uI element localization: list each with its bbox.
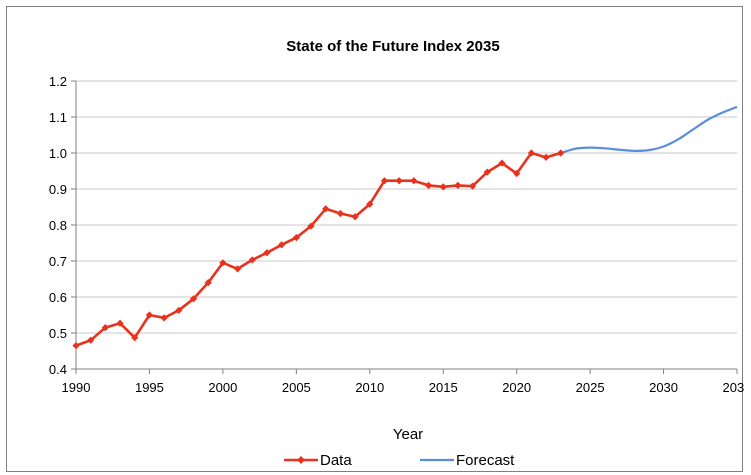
data-point xyxy=(72,342,80,350)
data-point xyxy=(101,324,109,332)
data-point xyxy=(336,209,344,218)
x-tick-label: 2020 xyxy=(502,380,531,395)
data-point xyxy=(248,256,256,264)
data-point xyxy=(292,234,300,242)
y-tick-label: 1.0 xyxy=(49,146,67,161)
y-tick-label: 0.5 xyxy=(49,326,67,341)
x-tick-label: 1990 xyxy=(62,380,91,395)
chart-svg: State of the Future Index 2035 0.4 0.5 0.6… xyxy=(49,38,744,469)
forecast-series-line xyxy=(560,105,738,155)
data-point xyxy=(307,222,315,230)
data-point xyxy=(527,149,535,157)
y-tick-label: 0.4 xyxy=(49,362,67,377)
y-tick-label: 0.7 xyxy=(49,254,67,269)
y-tick-label: 0.8 xyxy=(49,218,67,233)
x-tick-label: 2030 xyxy=(649,380,678,395)
legend: Data Forecast xyxy=(284,452,515,469)
legend-data-label: Data xyxy=(320,452,352,469)
data-point xyxy=(189,295,198,303)
x-tick-label: 2025 xyxy=(576,380,605,395)
y-tick-label: 0.9 xyxy=(49,182,67,197)
x-tick-label: 2015 xyxy=(429,380,458,395)
data-point xyxy=(395,177,403,185)
y-tick-label: 0.6 xyxy=(49,290,67,305)
x-tick-label: 2000 xyxy=(208,380,237,395)
data-point xyxy=(439,183,447,191)
data-point xyxy=(351,213,359,221)
data-point xyxy=(469,182,477,190)
data-point xyxy=(513,169,521,178)
data-point xyxy=(175,306,183,314)
data-point xyxy=(557,149,565,157)
data-point xyxy=(87,336,95,344)
data-point xyxy=(233,265,242,273)
data-point xyxy=(410,177,418,185)
x-axis-title: Year xyxy=(393,426,423,443)
chart-frame: State of the Future Index 2035 0.4 0.5 0.6… xyxy=(6,6,744,472)
data-point xyxy=(116,319,124,327)
axis-layer: 0.4 0.5 0.6 0.7 0.8 0.9 1.0 1.1 1.2 1990 1995 2000 2… xyxy=(49,74,744,395)
data-point xyxy=(366,200,374,208)
data-series-line xyxy=(75,151,562,347)
chart-title: State of the Future Index 2035 xyxy=(286,38,499,55)
data-point xyxy=(160,314,168,322)
data-point xyxy=(380,177,389,185)
y-tick-label: 1.2 xyxy=(49,74,67,89)
x-tick-label: 2035 xyxy=(723,380,744,395)
data-point xyxy=(454,181,462,189)
data-point xyxy=(278,241,286,249)
series-layer xyxy=(72,105,738,350)
data-point xyxy=(542,153,550,161)
data-point xyxy=(322,205,330,213)
data-point xyxy=(145,311,154,319)
x-tick-label: 1995 xyxy=(135,380,164,395)
data-point xyxy=(131,334,139,342)
grid-layer xyxy=(76,80,737,370)
data-point xyxy=(424,181,433,189)
legend-forecast-label: Forecast xyxy=(456,452,515,469)
y-tick-label: 1.1 xyxy=(49,110,67,125)
x-tick-label: 2010 xyxy=(355,380,384,395)
legend-data-marker xyxy=(297,456,305,464)
data-point xyxy=(204,279,212,287)
x-tick-label: 2005 xyxy=(282,380,311,395)
data-point xyxy=(498,159,506,167)
data-point xyxy=(219,259,227,267)
data-point xyxy=(263,249,271,257)
data-point xyxy=(483,168,491,176)
